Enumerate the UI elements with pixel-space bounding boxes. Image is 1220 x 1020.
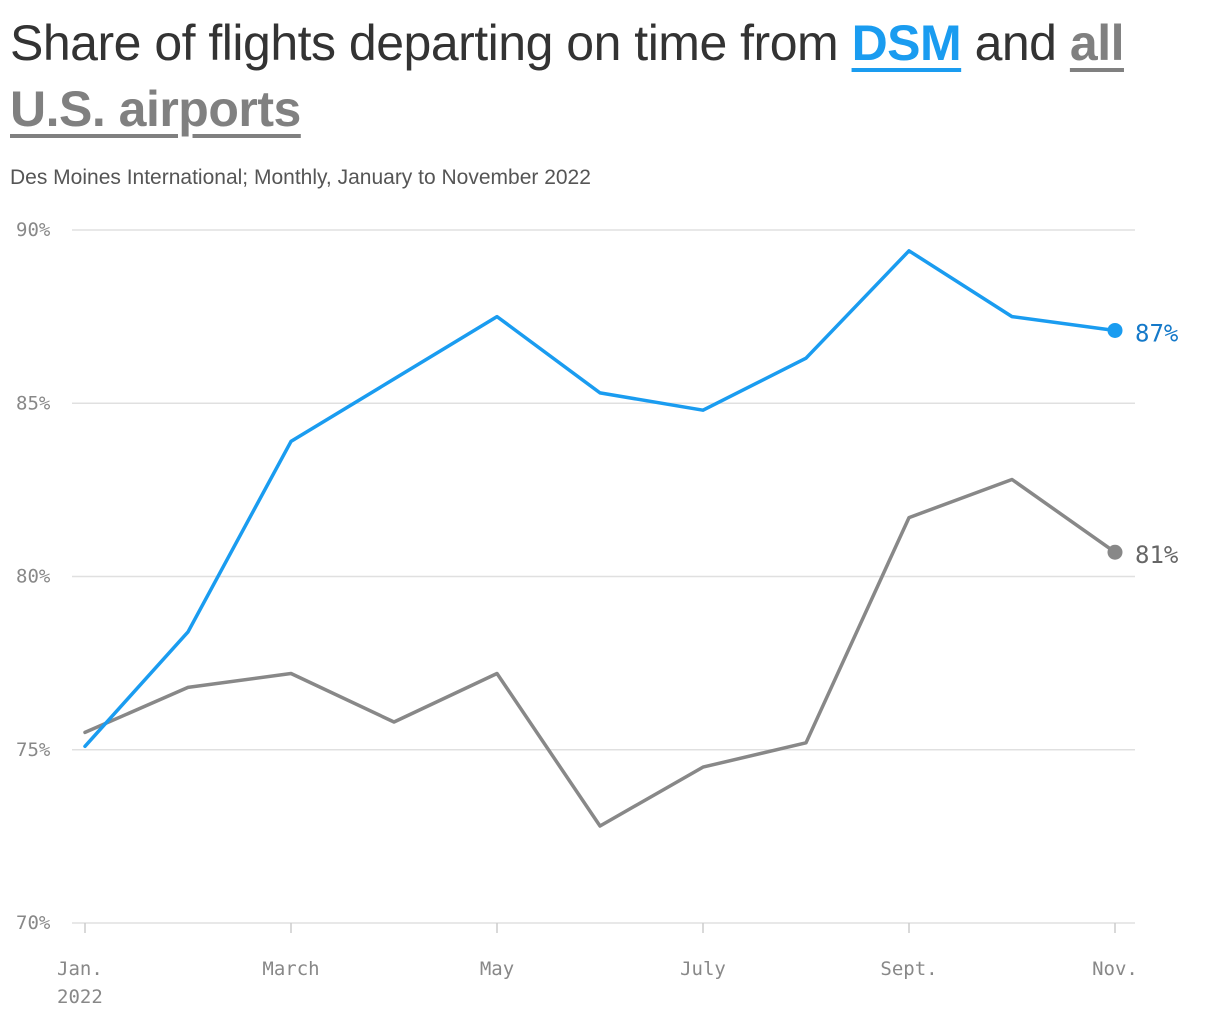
title-highlight-dsm: DSM [851, 15, 962, 71]
x-tick-label: Nov. [1092, 958, 1138, 980]
title-middle: and [961, 15, 1070, 71]
chart-subtitle: Des Moines International; Monthly, Janua… [10, 166, 591, 189]
x-tick-label: May [480, 958, 514, 980]
grid-lines [72, 229, 1135, 924]
y-tick-label: 80% [16, 566, 51, 588]
end-point-dsm [1107, 322, 1123, 338]
y-tick-label: 70% [16, 912, 51, 934]
series-lines [83, 249, 1117, 828]
series-line-dsm [83, 249, 1117, 749]
x-tick-label: July [680, 958, 726, 980]
y-tick-label: 85% [16, 392, 51, 414]
chart-title: Share of flights departing on time from … [10, 10, 1210, 142]
title-highlight-us: all U.S. airports [10, 15, 1124, 137]
x-axis-labels: Jan. 2022 March May July Sept. Nov. [57, 923, 1138, 1008]
x-tick-label: Sept. [880, 958, 937, 980]
y-tick-label: 90% [16, 219, 51, 241]
title-prefix: Share of flights departing on time from [10, 15, 852, 71]
x-tick-label: Jan. [57, 958, 103, 980]
series-line-us [83, 477, 1117, 828]
x-tick-label-year: 2022 [57, 986, 103, 1008]
end-label-dsm: 87% [1135, 319, 1179, 347]
end-markers: 81% 87% [1107, 319, 1179, 569]
end-label-us: 81% [1135, 541, 1179, 569]
x-tick-label: March [262, 958, 319, 980]
y-tick-label: 75% [16, 739, 51, 761]
y-axis-labels: 70% 75% 80% 85% 90% [16, 219, 51, 934]
end-point-us [1107, 544, 1123, 560]
